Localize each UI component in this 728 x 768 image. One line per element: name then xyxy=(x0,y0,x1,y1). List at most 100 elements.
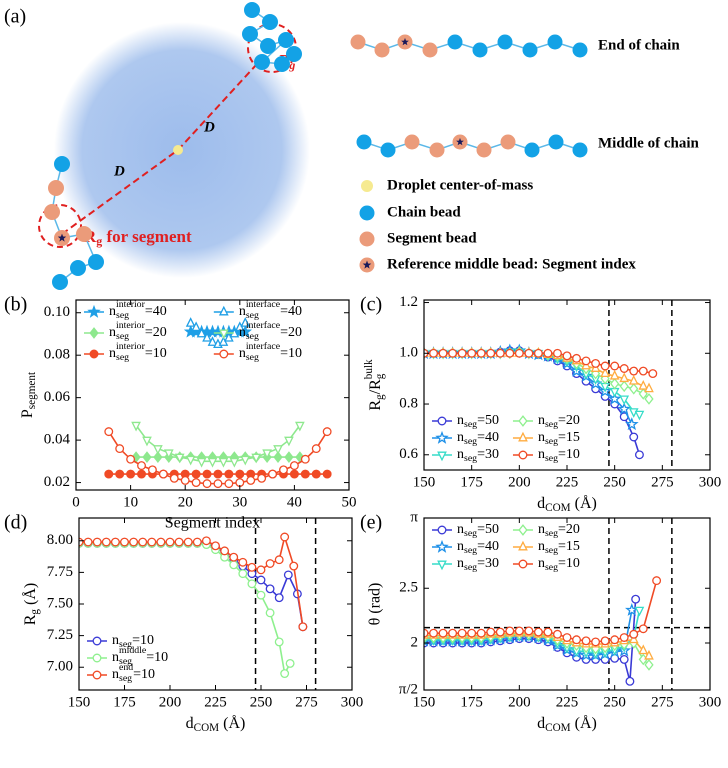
chain-bond xyxy=(357,41,581,51)
legend-label: nseginterior=20 xyxy=(109,320,167,342)
legend-marker xyxy=(89,327,99,339)
marker xyxy=(256,575,266,585)
legend-marker xyxy=(435,539,449,553)
marker xyxy=(92,537,102,547)
marker xyxy=(238,557,248,567)
chain-bead xyxy=(54,156,70,172)
marker xyxy=(476,628,486,638)
x-axis-label: dCOM (Å) xyxy=(537,714,597,734)
segment-bead xyxy=(374,42,390,58)
marker xyxy=(274,637,284,647)
marker xyxy=(147,465,157,475)
chain-bead xyxy=(447,34,463,50)
panel-label: (c) xyxy=(360,294,382,316)
marker xyxy=(638,644,649,655)
x-tick-label: 250 xyxy=(603,474,626,490)
marker xyxy=(543,348,553,358)
marker xyxy=(619,654,629,664)
x-tick-label: 175 xyxy=(113,694,136,710)
legend-label: nseg=40 xyxy=(457,539,499,556)
x-tick-label: 150 xyxy=(413,474,436,490)
legend-marker xyxy=(92,636,102,646)
legend-label: nseg=15 xyxy=(538,430,580,447)
marker xyxy=(169,473,179,483)
marker xyxy=(240,317,251,327)
marker xyxy=(628,633,639,644)
marker xyxy=(600,636,610,646)
marker xyxy=(610,635,620,645)
plot-area xyxy=(424,518,710,690)
marker xyxy=(185,455,196,466)
segment-bead xyxy=(476,142,492,158)
distance-label: D xyxy=(113,163,125,179)
marker xyxy=(142,451,152,463)
legend-label: nseg=50 xyxy=(457,522,499,539)
legend-reference-star xyxy=(362,260,372,269)
segment-bead xyxy=(44,204,60,220)
marker xyxy=(153,451,163,463)
y-axis-label: θ (rad) xyxy=(367,583,384,626)
marker xyxy=(610,377,620,390)
chain-bead xyxy=(70,260,86,276)
marker xyxy=(131,421,141,432)
series-line xyxy=(424,349,633,425)
legend-marker xyxy=(218,329,229,340)
marker xyxy=(138,537,148,547)
marker xyxy=(572,635,581,645)
marker xyxy=(438,628,448,638)
marker xyxy=(644,382,654,393)
legend-label: nseg=20 xyxy=(538,413,580,430)
x-tick-label: 225 xyxy=(204,694,227,710)
marker xyxy=(283,570,293,580)
marker xyxy=(619,380,629,393)
legend-label: nseg=30 xyxy=(457,556,499,573)
marker xyxy=(514,348,524,358)
segment-bead xyxy=(76,226,92,242)
marker xyxy=(202,331,212,342)
marker xyxy=(495,627,505,637)
legend-marker xyxy=(435,430,449,444)
marker xyxy=(514,626,524,636)
chain-bead xyxy=(274,56,290,72)
panel-label: (e) xyxy=(360,512,382,534)
x-tick-label: 225 xyxy=(556,694,579,710)
marker xyxy=(619,364,629,373)
chain-bead xyxy=(52,274,68,290)
marker xyxy=(104,469,114,479)
chain-bead xyxy=(254,54,270,70)
marker xyxy=(448,628,458,638)
chain-bead xyxy=(242,26,258,42)
marker xyxy=(211,541,220,551)
chain-bead xyxy=(278,32,294,48)
marker xyxy=(429,628,438,638)
x-tick-label: 225 xyxy=(556,474,579,490)
chain-bead xyxy=(497,34,513,50)
legend-marker xyxy=(518,450,528,460)
marker xyxy=(543,627,553,637)
y-tick-label: 7.50 xyxy=(47,595,73,611)
marker xyxy=(196,457,207,468)
marker xyxy=(644,659,654,671)
legend-com xyxy=(361,180,373,192)
marker xyxy=(247,562,257,572)
marker xyxy=(180,475,190,485)
marker xyxy=(285,658,295,668)
marker xyxy=(298,622,308,632)
x-tick-label: 250 xyxy=(603,694,626,710)
segment-bead xyxy=(404,134,420,150)
marker xyxy=(581,636,591,646)
marker xyxy=(562,633,572,642)
reference-star xyxy=(57,233,67,242)
marker xyxy=(257,473,267,483)
y-tick-label: 1.2 xyxy=(399,294,418,310)
x-tick-label: 50 xyxy=(342,494,357,510)
marker xyxy=(609,387,620,398)
marker xyxy=(147,537,157,547)
marker xyxy=(183,537,193,547)
panel-label: (d) xyxy=(4,512,27,534)
x-axis-label: Segment index xyxy=(165,515,261,532)
y-tick-label: 0.08 xyxy=(44,347,70,363)
marker xyxy=(120,537,129,547)
marker xyxy=(600,361,610,371)
diagram-legend-label: Chain bead xyxy=(387,204,461,220)
